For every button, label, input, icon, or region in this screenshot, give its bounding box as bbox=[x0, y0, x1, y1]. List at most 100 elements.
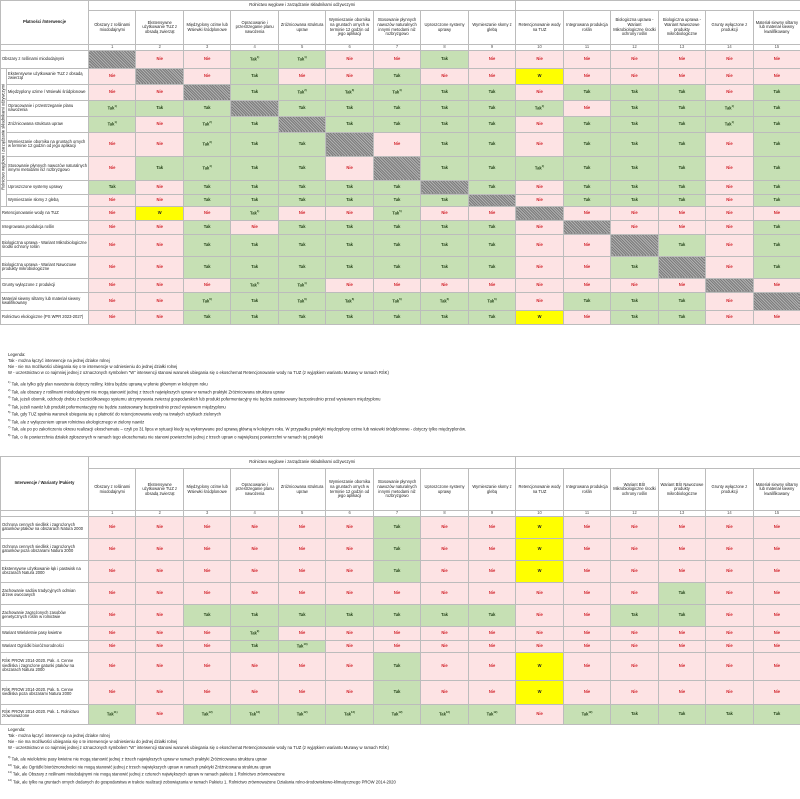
cell-nie: Nie bbox=[87, 291, 137, 311]
cell-value: Tak bbox=[346, 104, 353, 110]
cell-nie: Nie bbox=[325, 559, 374, 583]
cell-nie: Nie bbox=[420, 67, 469, 85]
cell-value: Nie bbox=[156, 241, 163, 247]
cell-value: Nie bbox=[346, 523, 353, 529]
cell-diagonal bbox=[277, 115, 327, 133]
cell-value: Nie bbox=[678, 523, 686, 529]
cell-tak: Tak bbox=[277, 219, 327, 235]
cell-value: Tak bbox=[251, 196, 259, 202]
cell-value: Nie bbox=[156, 662, 163, 668]
legend-block-1: Legenda: Tak - można łączyć interwencje … bbox=[8, 352, 466, 440]
cell-value: Tak bbox=[773, 223, 781, 229]
column-header-7: Stosowanie płynnych nawozów naturalnych … bbox=[372, 468, 422, 511]
row-label: Wariant Wieloletnie pasy kwietne bbox=[0, 625, 89, 641]
cell-nie: Nie bbox=[657, 559, 707, 583]
cell-nie: Nie bbox=[467, 537, 517, 561]
cell-footnote: 1) bbox=[541, 104, 545, 109]
cell-tak: Tak bbox=[562, 155, 612, 181]
cell-tak: Tak bbox=[752, 703, 800, 725]
footnote-text: Tak, ale tylko gdy plan nawożenia dotycz… bbox=[10, 381, 208, 387]
cell-tak: Tak bbox=[420, 603, 469, 627]
column-header-11: Integrowana produkcja roślin bbox=[562, 468, 612, 511]
cell-tak: Tak bbox=[657, 179, 707, 195]
cell-value: W bbox=[537, 688, 542, 694]
footnote-text: Tak, o ile powierzchnia działek zgłoszon… bbox=[10, 434, 323, 440]
cell-nie: Nie bbox=[705, 679, 754, 705]
cell-value: Tak bbox=[488, 140, 496, 146]
cell-value: Tak bbox=[631, 196, 638, 202]
cell-value: Nie bbox=[251, 567, 258, 573]
cell-value: W bbox=[537, 72, 542, 78]
group-header: Rolnictwo węglowe i zarządzanie składnik… bbox=[87, 0, 517, 11]
cell-value: Nie bbox=[488, 545, 496, 551]
cell-value: Tak bbox=[631, 183, 638, 189]
legend-block-2: Legenda: Tak - można łączyć interwencje … bbox=[8, 727, 396, 785]
column-header-6: Wymieszanie obornika na gruntach ornych … bbox=[325, 10, 374, 45]
cell-tak: Tak6) bbox=[420, 291, 469, 311]
cell-value: Tak bbox=[202, 165, 210, 171]
cell-value: Tak bbox=[391, 711, 399, 717]
cell-value: Tak bbox=[298, 164, 306, 170]
cell-tak: Tak1) bbox=[705, 115, 754, 133]
cell-nie: Nie bbox=[467, 67, 517, 85]
corner-header: Płatności /Interwencje bbox=[0, 0, 89, 45]
cell-value: Tak bbox=[297, 282, 305, 288]
cell-value: Nie bbox=[631, 523, 638, 529]
cell-nie: Nie bbox=[372, 581, 422, 605]
cell-value: Nie bbox=[726, 523, 733, 529]
cell-value: Tak bbox=[678, 611, 686, 617]
cell-tak: Tak bbox=[135, 99, 184, 117]
cell-tak: Tak bbox=[610, 703, 659, 725]
cell-nie: Nie bbox=[87, 219, 137, 235]
row-label: Ochrona cennych siedlisk i zagrożonych g… bbox=[0, 515, 89, 539]
cell-value: Tak bbox=[203, 183, 211, 189]
cell-nie: Nie bbox=[277, 67, 327, 85]
cell-value: Tak bbox=[203, 241, 211, 247]
cell-value: Nie bbox=[109, 164, 116, 170]
cell-nie: Nie bbox=[657, 639, 707, 653]
column-header-10: Retencjonowanie wody na TUZ bbox=[515, 468, 564, 511]
footnote: 4) Tak, jeżeli nawóz lub produkt poferme… bbox=[8, 403, 466, 410]
column-header-3: Międzyplony ozime lub Wsiewki śródplonow… bbox=[182, 468, 232, 511]
cell-tak: Tak bbox=[372, 603, 422, 627]
cell-value: Nie bbox=[156, 55, 163, 61]
cell-tak: Tak bbox=[230, 67, 279, 85]
cell-tak: Tak bbox=[467, 309, 517, 325]
cell-nie: Nie bbox=[705, 83, 754, 101]
cell-nie: Nie bbox=[135, 703, 184, 725]
row-label: Biologiczna uprawa - Wariant Nawozowe pr… bbox=[0, 255, 89, 279]
row-label: Wymieszanie słomy z glebą bbox=[6, 193, 89, 207]
cell-value: Nie bbox=[583, 313, 591, 319]
cell-value: Tak bbox=[583, 88, 591, 94]
cell-tak: Tak bbox=[610, 193, 659, 207]
cell-value: Tak bbox=[393, 120, 401, 126]
cell-value: Nie bbox=[726, 88, 733, 94]
cell-value: Nie bbox=[203, 567, 211, 573]
cell-value: Nie bbox=[583, 611, 591, 617]
cell-tak: Tak bbox=[467, 155, 517, 181]
cell-value: Tak bbox=[250, 282, 257, 288]
cell-value: Nie bbox=[536, 263, 543, 269]
cell-value: Tak bbox=[441, 88, 448, 94]
cell-tak: Tak10) bbox=[277, 639, 327, 653]
cell-nie: Nie bbox=[372, 131, 422, 157]
cell-value: Tak bbox=[393, 104, 401, 110]
cell-value: Tak bbox=[631, 120, 638, 126]
footnote-number: 8) bbox=[8, 432, 11, 437]
cell-value: Nie bbox=[203, 589, 211, 595]
column-header-4: Opracowanie i przestrzeganie planu nawoż… bbox=[230, 10, 279, 45]
cell-footnote: 1) bbox=[731, 120, 735, 125]
cell-value: Nie bbox=[488, 629, 496, 635]
table-row: Grunty wyłączone z produkcji Nie Nie Nie Tak… bbox=[0, 277, 800, 293]
cell-tak: Tak bbox=[752, 233, 800, 257]
cell-tak: Tak bbox=[752, 131, 800, 157]
cell-value: Nie bbox=[631, 209, 638, 215]
cell-nie: Nie bbox=[562, 603, 612, 627]
footnote-text: Tak, ale Obszary z roślinami miododajnym… bbox=[11, 771, 286, 777]
cell-value: Nie bbox=[298, 589, 306, 595]
cell-tak: Tak bbox=[657, 233, 707, 257]
cell-value: Nie bbox=[109, 567, 116, 573]
cell-footnote: 2) bbox=[209, 120, 212, 125]
column-header-5: Zróżnicowana struktura upraw bbox=[277, 468, 327, 511]
column-header-13: Wariant BŚI Nawozowe produkty mikrobiolo… bbox=[657, 468, 707, 511]
